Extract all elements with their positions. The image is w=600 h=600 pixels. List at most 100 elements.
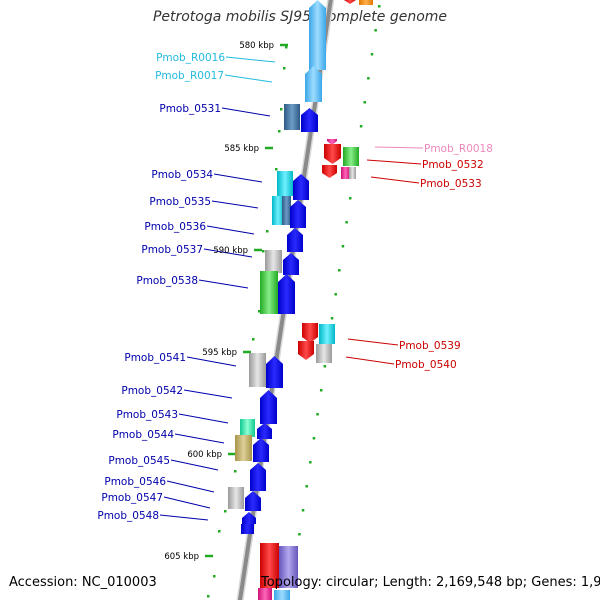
- gene-label: Pmob_0543: [116, 409, 178, 421]
- inner-tick: [275, 168, 278, 171]
- gene-box: [240, 419, 255, 437]
- track-dot: [378, 5, 381, 8]
- kbp-label: 600 kbp: [187, 450, 222, 460]
- inner-tick: [283, 67, 286, 70]
- leader-line: [178, 413, 229, 424]
- cds-gene-arrow: [301, 108, 318, 132]
- accession-text: Accession: NC_010003: [9, 575, 157, 590]
- leader-line: [345, 356, 395, 365]
- inner-tick: [285, 46, 288, 49]
- gene-label: Pmob_0540: [395, 359, 457, 371]
- kbp-label: 595 kbp: [202, 348, 237, 358]
- gene-label: Pmob_0542: [121, 385, 183, 397]
- cds-gene-arrow: [344, 0, 356, 4]
- inner-tick: [266, 230, 269, 233]
- inner-tick: [207, 595, 210, 598]
- track-dot: [312, 437, 316, 440]
- inner-tick: [252, 338, 255, 341]
- cds-gene-arrow: [245, 491, 261, 511]
- cds-gene-arrow: [298, 341, 314, 360]
- gene-label: Pmob_0532: [422, 159, 484, 171]
- gene-track: [205, 0, 373, 600]
- leader-line: [174, 433, 225, 444]
- track-dot: [341, 245, 345, 248]
- cds-gene-arrow: [322, 165, 337, 178]
- gene-box: [279, 546, 298, 588]
- leader-line: [166, 480, 215, 493]
- cds-gene-arrow: [253, 438, 269, 462]
- inner-tick: [218, 530, 221, 533]
- gene-label: Pmob_0535: [149, 196, 211, 208]
- gene-label: Pmob_R0016: [156, 52, 225, 64]
- leader-line: [370, 176, 420, 184]
- gene-box: [260, 271, 278, 314]
- rna-gene-arrow: [327, 139, 337, 145]
- gene-label: Pmob_0546: [104, 476, 166, 488]
- inner-tick: [258, 310, 261, 313]
- gene-box: [359, 0, 373, 5]
- leader-line: [221, 107, 271, 117]
- track-dot: [338, 269, 341, 272]
- leader-line: [198, 279, 249, 289]
- inner-tick: [280, 108, 283, 111]
- gene-label: Pmob_0537: [141, 244, 203, 256]
- track-dot: [374, 29, 377, 32]
- leader-line: [183, 389, 233, 399]
- gene-label: Pmob_0545: [108, 455, 170, 467]
- gene-label: Pmob_0536: [144, 221, 206, 233]
- track-dot: [305, 485, 308, 488]
- cds-gene-arrow: [293, 174, 309, 200]
- gene-box: [274, 590, 290, 600]
- cds-gene-arrow: [257, 423, 272, 439]
- gene-box: [241, 524, 254, 534]
- leader-line: [347, 338, 399, 346]
- cds-gene-arrow: [302, 323, 318, 343]
- gene-label: Pmob_R0017: [155, 70, 224, 82]
- gene-box: [319, 324, 335, 344]
- kbp-label: 585 kbp: [224, 144, 259, 154]
- gene-label: Pmob_0547: [101, 492, 163, 504]
- gene-box: [228, 487, 244, 509]
- leader-line: [213, 173, 263, 183]
- gene-label: Pmob_0534: [151, 169, 213, 181]
- inner-tick: [224, 510, 227, 513]
- track-dot: [298, 533, 301, 536]
- gene-box: [258, 588, 272, 600]
- rna-gene-arrow: [305, 66, 322, 102]
- leader-line: [186, 356, 237, 367]
- cds-gene-arrow: [260, 390, 277, 424]
- leader-line: [159, 514, 209, 521]
- track-dot: [359, 125, 363, 128]
- inner-tick: [234, 470, 237, 473]
- cds-gene-arrow: [242, 512, 256, 524]
- cds-gene-arrow: [287, 228, 303, 252]
- track-dot: [309, 461, 312, 464]
- label-leader-lines: [159, 56, 424, 521]
- track-dot: [323, 365, 327, 368]
- track-dot: [370, 53, 374, 56]
- leader-line: [374, 146, 424, 149]
- track-dot: [319, 389, 323, 392]
- kbp-label: 590 kbp: [213, 246, 248, 256]
- topology-text: Topology: circular; Length: 2,169,548 bp…: [261, 575, 600, 590]
- cds-gene-arrow: [250, 463, 266, 491]
- gene-box: [265, 250, 282, 273]
- gene-labels: 580 kbp 585 kbp 590 kbp 595 kbp 600 kbp 605 k…: [97, 41, 493, 562]
- gene-box: [272, 196, 284, 225]
- track-dot: [330, 317, 334, 320]
- cds-gene-arrow: [278, 274, 295, 314]
- gene-box: [235, 435, 252, 461]
- gene-box: [343, 147, 359, 166]
- gene-box: [282, 196, 291, 225]
- gene-label: Pmob_0539: [399, 340, 461, 352]
- track-dot: [348, 197, 352, 200]
- track-dot: [345, 221, 348, 224]
- gene-label: Pmob_0533: [420, 178, 482, 190]
- gene-box: [249, 353, 266, 387]
- track-dot: [363, 101, 366, 104]
- leader-line: [170, 459, 219, 471]
- leader-line: [203, 248, 253, 258]
- track-dot: [334, 293, 337, 296]
- leader-line: [224, 74, 273, 83]
